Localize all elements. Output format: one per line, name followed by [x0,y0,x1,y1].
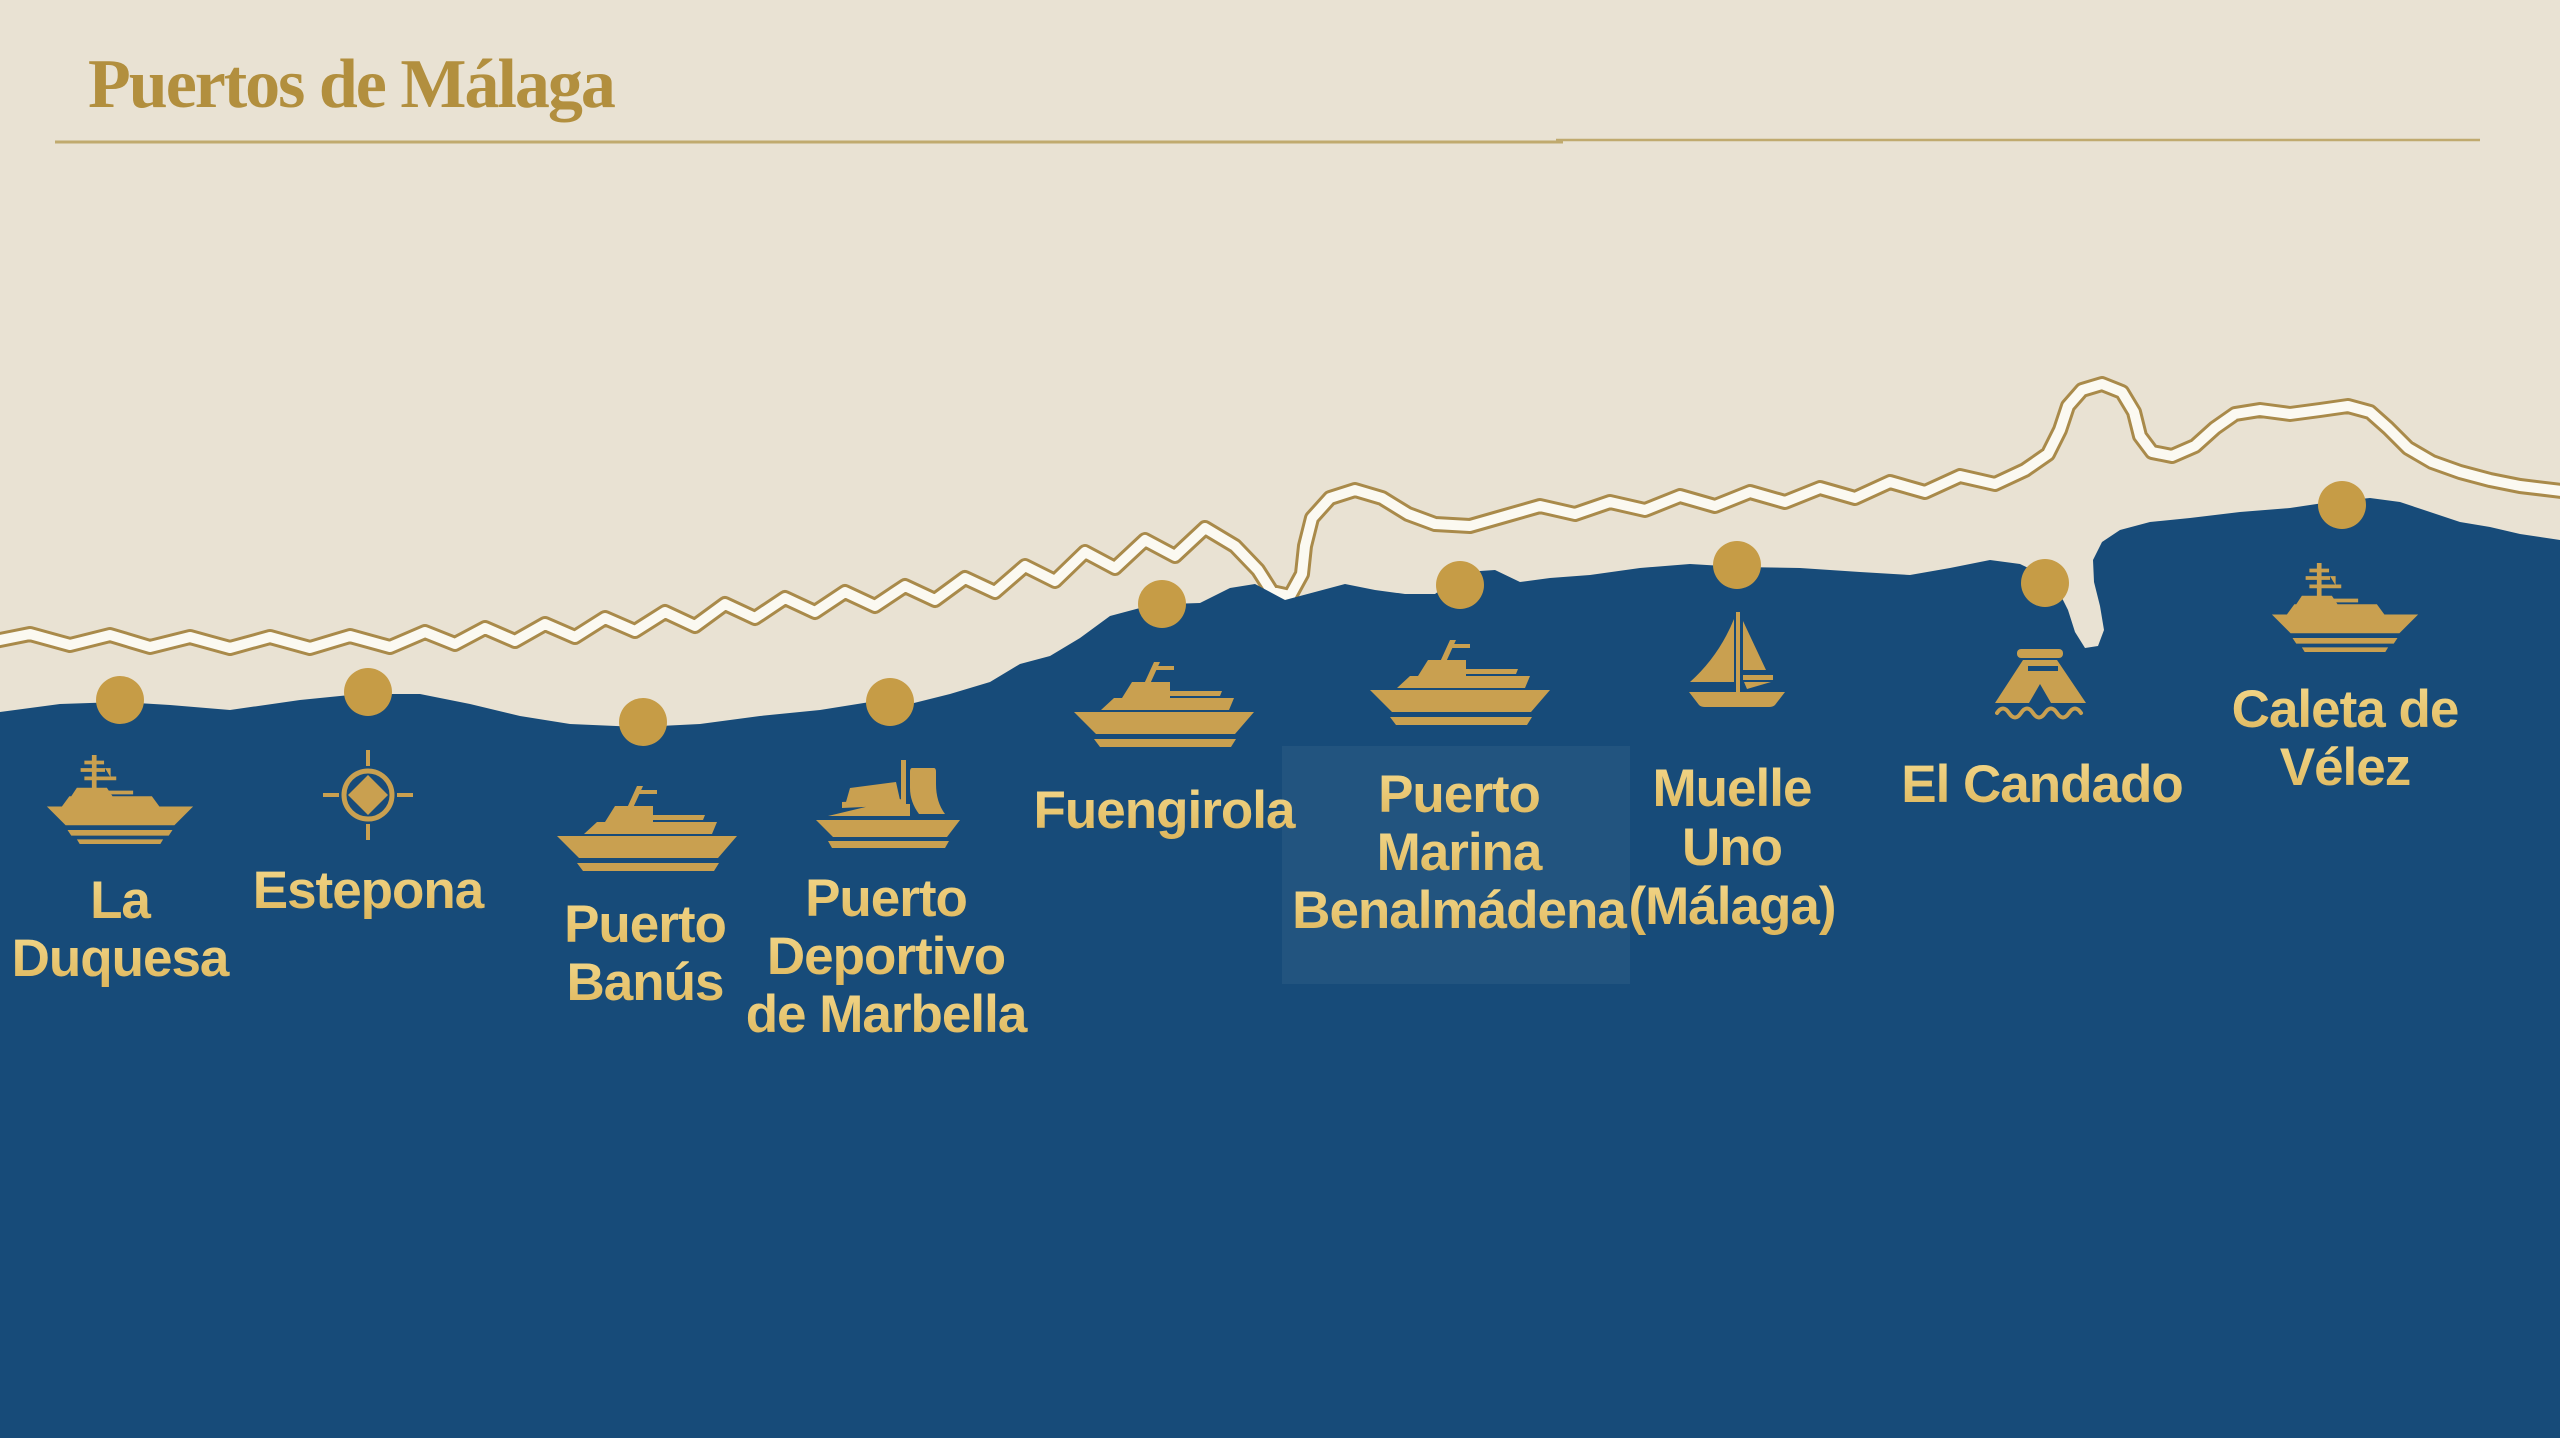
page-title: Puertos de Málaga [88,46,615,123]
port-marker-dot[interactable] [2021,559,2069,607]
port-label: Benalmádena [1292,881,1627,940]
port-el-candado: El Candado [1901,559,2184,814]
port-label: Estepona [253,861,485,920]
port-label: Puerto [1378,765,1540,824]
port-caleta-de-velez: Caleta de Vélez [2232,481,2459,797]
port-estepona: Estepona [253,668,486,920]
port-marker-dot[interactable] [1713,541,1761,589]
port-label: Caleta de [2232,680,2459,739]
port-label: Marina [1377,823,1543,882]
port-label: Muelle [1653,759,1812,818]
port-deportivo-marbella: Puerto Deportivo de Marbella [746,678,1029,1044]
port-fuengirola: Fuengirola [1034,580,1297,840]
port-marker-dot[interactable] [344,668,392,716]
label-backdrop [1282,746,1630,984]
port-marker-dot[interactable] [1138,580,1186,628]
port-marker-dot[interactable] [2318,481,2366,529]
port-label: El Candado [1901,755,2183,814]
port-marker-dot[interactable] [1436,561,1484,609]
port-label: Duquesa [12,929,230,988]
coast-road [0,376,2560,656]
port-label: (Málaga) [1629,877,1836,936]
port-label: Puerto [564,895,726,954]
port-marker-dot[interactable] [619,698,667,746]
port-marker-dot[interactable] [96,676,144,724]
port-la-duquesa: La Duquesa [12,676,231,988]
port-label: Puerto [805,869,967,928]
port-puerto-banus: Puerto Banús [557,698,737,1012]
port-marina-benalmadena: Puerto Marina Benalmádena [1292,561,1628,940]
port-label: Vélez [2280,738,2411,797]
port-label: La [90,871,151,930]
port-muelle-uno: Muelle Uno (Málaga) [1629,541,1836,936]
coast-road-surface [0,379,2560,653]
port-marker-dot[interactable] [866,678,914,726]
port-label: Uno [1682,818,1782,877]
port-label: Deportivo [767,927,1005,986]
port-label: Banús [567,953,724,1012]
port-label: de Marbella [746,985,1028,1044]
port-label: Fuengirola [1034,781,1296,840]
